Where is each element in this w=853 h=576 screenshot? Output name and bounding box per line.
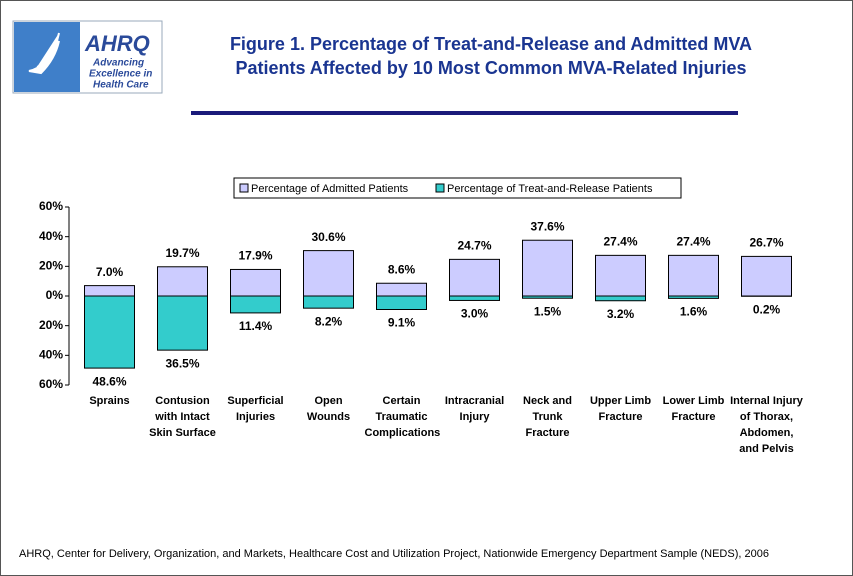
logo-tagline: Advancing	[92, 58, 144, 69]
legend-label: Percentage of Admitted Patients	[251, 183, 409, 195]
value-label: 1.6%	[680, 305, 708, 319]
x-tick-label: Internal Injury of Thorax, Abdomen, and …	[730, 395, 803, 455]
value-label: 30.6%	[311, 230, 345, 244]
bar	[668, 295, 719, 299]
x-tick-label: Open Wounds	[306, 395, 351, 423]
bar	[157, 295, 208, 351]
bar	[303, 250, 354, 297]
title-rule	[191, 111, 738, 115]
logo-tagline: Excellence in	[89, 69, 152, 80]
value-label: 27.4%	[603, 235, 637, 249]
value-label: 26.7%	[749, 236, 783, 250]
x-tick-label: Sprains	[89, 395, 130, 407]
bar	[522, 295, 573, 299]
chart-title: Figure 1. Percentage of Treat-and-Releas…	[229, 34, 753, 54]
bar	[84, 295, 135, 369]
value-label: 17.9%	[238, 249, 272, 263]
value-label: 0.2%	[753, 302, 781, 316]
x-tick-label: Certain Traumatic Complications	[364, 395, 441, 439]
legend-label: Percentage of Treat-and-Release Patients	[447, 183, 653, 195]
value-label: 37.6%	[530, 219, 564, 233]
source-note: AHRQ, Center for Delivery, Organization,…	[19, 548, 769, 560]
logo-icon	[28, 32, 60, 75]
x-tick-label: Neck and Trunk Fracture	[523, 395, 572, 439]
value-label: 3.0%	[461, 307, 489, 321]
legend-swatch	[239, 183, 249, 193]
value-label: 8.2%	[315, 314, 343, 328]
y-tick-label: 60%	[39, 199, 63, 213]
bar	[303, 295, 354, 309]
bar	[449, 295, 500, 301]
y-tick-label: 20%	[39, 259, 63, 273]
legend-box	[233, 177, 682, 199]
value-label: 7.0%	[96, 265, 124, 279]
value-label: 24.7%	[457, 239, 491, 253]
y-tick-label: 0%	[46, 288, 64, 302]
logo-tagline: Health Care	[93, 80, 149, 91]
bar	[376, 295, 427, 310]
bar	[449, 258, 500, 297]
x-tick-label: Lower Limb Fracture	[662, 395, 725, 423]
legend-swatch	[435, 183, 445, 193]
x-tick-label: Upper Limb Fracture	[589, 395, 652, 423]
y-tick-label: 40%	[39, 229, 63, 243]
value-label: 11.4%	[239, 319, 273, 333]
x-tick-label: Contusion with Intact Skin Surface	[149, 395, 216, 439]
value-label: 48.6%	[92, 374, 126, 388]
bar	[595, 254, 646, 297]
value-label: 8.6%	[388, 262, 416, 276]
bar	[741, 255, 792, 297]
bar	[157, 266, 208, 297]
bar	[668, 254, 719, 297]
value-label: 36.5%	[165, 356, 199, 370]
value-label: 1.5%	[534, 304, 562, 318]
y-tick-label: 20%	[39, 318, 63, 332]
value-label: 19.7%	[165, 246, 199, 260]
value-label: 27.4%	[676, 235, 710, 249]
bar	[376, 282, 427, 297]
bar	[522, 239, 573, 297]
chart-title: Patients Affected by 10 Most Common MVA-…	[235, 58, 747, 78]
bar	[84, 285, 135, 297]
y-tick-label: 40%	[39, 348, 63, 362]
bar	[230, 268, 281, 297]
bar	[230, 295, 281, 314]
value-label: 9.1%	[388, 316, 416, 330]
bar	[595, 295, 646, 302]
value-label: 3.2%	[607, 307, 635, 321]
logo-name: AHRQ	[84, 31, 150, 56]
x-tick-label: Superficial Injuries	[227, 395, 284, 423]
y-tick-label: 60%	[39, 377, 63, 391]
x-tick-label: Intracranial Injury	[444, 395, 505, 423]
